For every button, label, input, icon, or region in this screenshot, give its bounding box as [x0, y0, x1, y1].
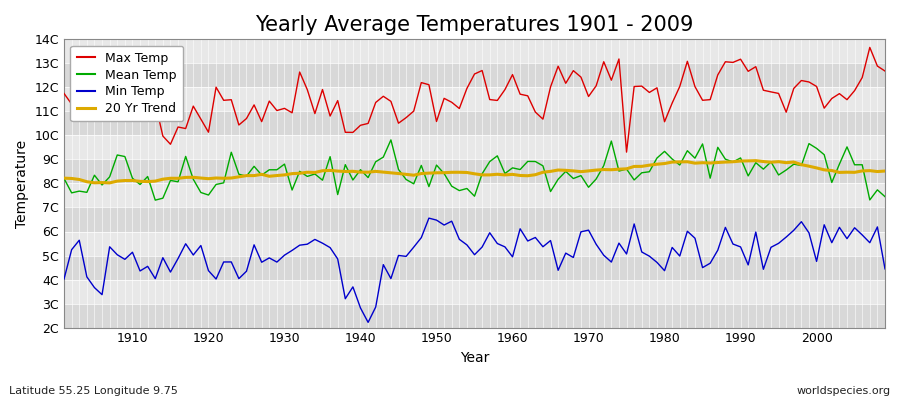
- Bar: [64, 184, 885, 208]
- Legend: Max Temp, Mean Temp, Min Temp, 20 Yr Trend: Max Temp, Mean Temp, Min Temp, 20 Yr Tre…: [70, 46, 183, 121]
- Bar: [64, 136, 885, 160]
- Bar: [64, 39, 885, 63]
- Bar: [64, 160, 885, 184]
- Bar: [64, 232, 885, 256]
- Title: Yearly Average Temperatures 1901 - 2009: Yearly Average Temperatures 1901 - 2009: [256, 15, 694, 35]
- Bar: [64, 63, 885, 87]
- Bar: [64, 87, 885, 111]
- Bar: [64, 304, 885, 328]
- Text: worldspecies.org: worldspecies.org: [796, 386, 891, 396]
- Text: Latitude 55.25 Longitude 9.75: Latitude 55.25 Longitude 9.75: [9, 386, 178, 396]
- Bar: [64, 208, 885, 232]
- Bar: [64, 256, 885, 280]
- Bar: [64, 111, 885, 136]
- X-axis label: Year: Year: [460, 351, 490, 365]
- Y-axis label: Temperature: Temperature: [15, 139, 29, 228]
- Bar: [64, 280, 885, 304]
